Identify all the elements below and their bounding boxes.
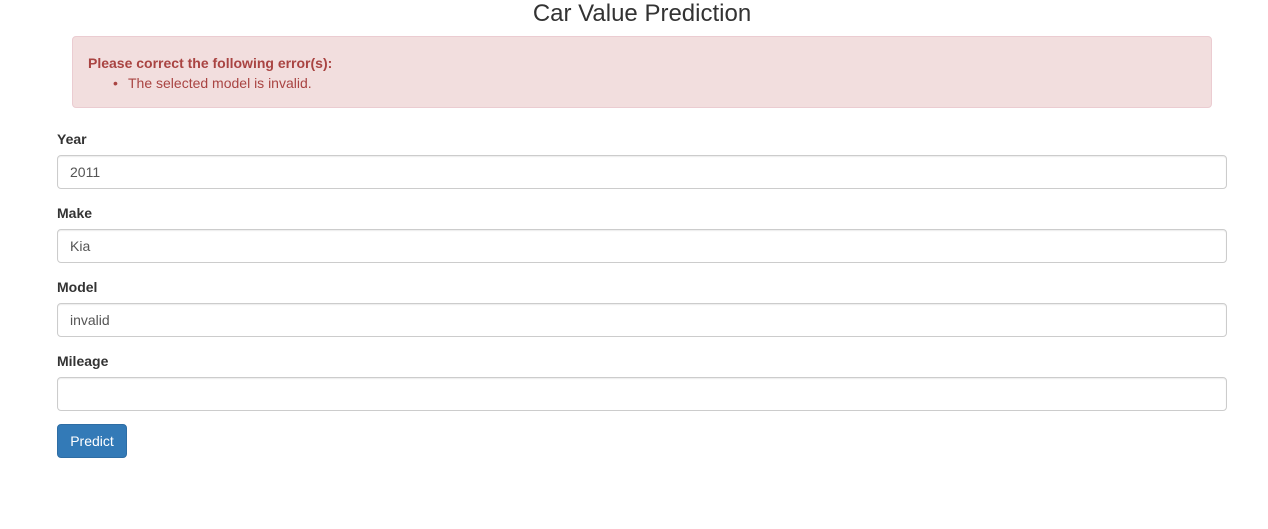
model-label: Model <box>57 279 98 295</box>
error-list: • The selected model is invalid. <box>88 74 1196 92</box>
mileage-label: Mileage <box>57 353 109 369</box>
year-label: Year <box>57 131 87 147</box>
error-alert: Please correct the following error(s): •… <box>72 36 1212 108</box>
bullet-icon: • <box>113 75 118 91</box>
year-input[interactable] <box>57 155 1227 189</box>
form-group-mileage: Mileage <box>57 352 1227 411</box>
form-group-model: Model <box>57 278 1227 337</box>
model-input[interactable] <box>57 303 1227 337</box>
form-group-year: Year <box>57 130 1227 189</box>
make-input[interactable] <box>57 229 1227 263</box>
error-message: The selected model is invalid. <box>128 75 312 91</box>
mileage-input[interactable] <box>57 377 1227 411</box>
predict-button[interactable]: Predict <box>57 424 127 458</box>
form-group-make: Make <box>57 204 1227 263</box>
make-label: Make <box>57 205 93 221</box>
page-title: Car Value Prediction <box>532 0 752 27</box>
error-list-item: • The selected model is invalid. <box>113 74 1196 92</box>
error-alert-heading: Please correct the following error(s): <box>88 55 333 71</box>
